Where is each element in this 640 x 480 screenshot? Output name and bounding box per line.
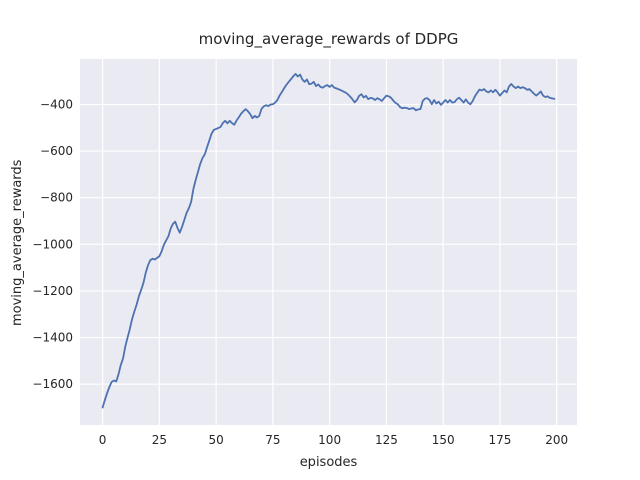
x-tick-label: 50 xyxy=(208,433,223,447)
x-tick-label: 25 xyxy=(152,433,167,447)
y-axis-label: moving_average_rewards xyxy=(10,159,25,326)
x-tick-label: 100 xyxy=(318,433,341,447)
y-tick-label: −1200 xyxy=(32,284,73,298)
x-axis-label: episodes xyxy=(299,455,358,470)
y-tick-label: −1600 xyxy=(32,377,73,391)
reward-line xyxy=(101,73,556,409)
x-tick-label: 75 xyxy=(265,433,280,447)
y-tick-label: −800 xyxy=(40,191,73,205)
y-tick-label: −400 xyxy=(40,97,73,111)
x-tick-label: 200 xyxy=(545,433,568,447)
y-tick-label: −1400 xyxy=(32,331,73,345)
y-tick-label: −600 xyxy=(40,144,73,158)
x-tick-label: 125 xyxy=(375,433,398,447)
x-tick-label: 0 xyxy=(99,433,107,447)
x-tick-label: 150 xyxy=(432,433,455,447)
chart-title: moving_average_rewards of DDPG xyxy=(198,30,459,48)
plot-area xyxy=(80,59,577,425)
x-tick-label: 175 xyxy=(488,433,511,447)
y-tick-label: −1000 xyxy=(32,237,73,251)
